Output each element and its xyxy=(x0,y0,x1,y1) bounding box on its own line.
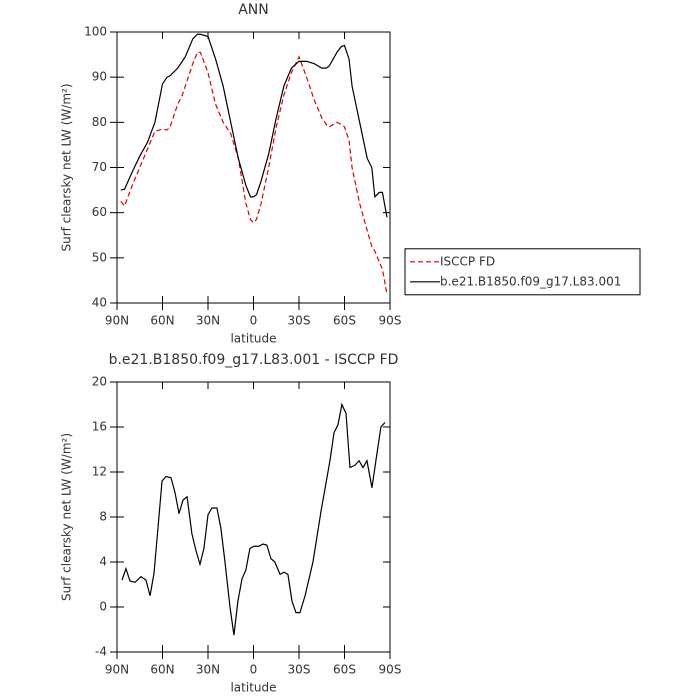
data-line xyxy=(120,33,388,218)
legend-label: b.e21.B1850.f09_g17.L83.001 xyxy=(440,274,621,288)
y-tick-label: 16 xyxy=(92,420,107,434)
y-tick-label: 0 xyxy=(99,600,107,614)
x-axis-label: latitude xyxy=(230,332,276,346)
x-tick-label: 90N xyxy=(105,314,129,328)
x-tick-label: 0 xyxy=(250,314,258,328)
y-axis-label: Surf clearsky net LW (W/m²) xyxy=(60,433,74,601)
y-tick-label: 80 xyxy=(92,115,107,129)
x-tick-label: 30S xyxy=(288,314,311,328)
y-tick-label: 40 xyxy=(92,296,107,310)
y-tick-label: 70 xyxy=(92,160,107,174)
legend-box xyxy=(404,248,641,296)
x-tick-label: 30N xyxy=(196,314,220,328)
x-tick-label: 90S xyxy=(379,314,402,328)
y-tick-label: 60 xyxy=(92,205,107,219)
y-tick-label: 8 xyxy=(99,510,107,524)
plot-frame xyxy=(116,31,391,304)
y-axis-label: Surf clearsky net LW (W/m²) xyxy=(60,83,74,251)
plot-frame xyxy=(116,381,391,653)
x-tick-label: 90N xyxy=(105,663,129,677)
x-tick-label: 60S xyxy=(333,663,356,677)
y-tick-label: 50 xyxy=(92,250,107,264)
y-tick-label: 12 xyxy=(92,465,107,479)
legend-label: ISCCP FD xyxy=(440,254,495,268)
x-tick-label: 30N xyxy=(196,663,220,677)
data-line xyxy=(121,402,386,636)
chart-title: ANN xyxy=(238,2,269,18)
x-tick-label: 30S xyxy=(288,663,311,677)
data-line xyxy=(120,51,388,295)
x-tick-label: 60S xyxy=(333,314,356,328)
x-axis-label: latitude xyxy=(230,681,276,695)
y-tick-label: 20 xyxy=(92,375,107,389)
y-tick-label: 4 xyxy=(99,555,107,569)
x-tick-label: 60N xyxy=(150,663,174,677)
x-tick-label: 60N xyxy=(150,314,174,328)
y-tick-label: 90 xyxy=(92,70,107,84)
chart-title: b.e21.B1850.f09_g17.L83.001 - ISCCP FD xyxy=(109,352,399,368)
x-tick-label: 90S xyxy=(379,663,402,677)
y-tick-label: 100 xyxy=(84,25,107,39)
y-tick-label: -4 xyxy=(95,645,107,659)
x-tick-label: 0 xyxy=(250,663,258,677)
